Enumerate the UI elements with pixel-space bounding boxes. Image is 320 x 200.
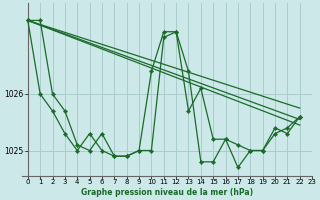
X-axis label: Graphe pression niveau de la mer (hPa): Graphe pression niveau de la mer (hPa) [81,188,253,197]
